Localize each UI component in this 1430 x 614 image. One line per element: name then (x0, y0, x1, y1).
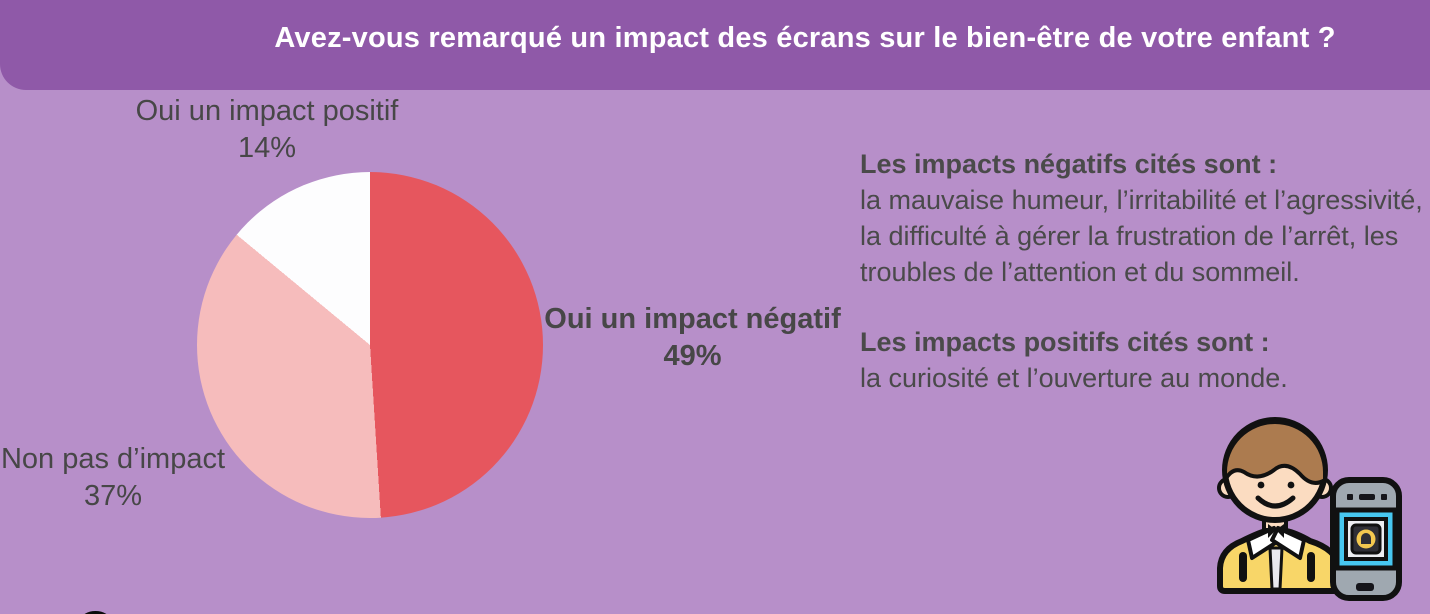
annotations-block: Les impacts négatifs cités sont : la mau… (860, 146, 1430, 396)
cropped-icon-bottom-left (81, 611, 110, 614)
person-hair (1223, 420, 1327, 485)
negative-impacts-line: la difficulté à gérer la frustration de … (860, 221, 1399, 251)
positive-impacts-line: la curiosité et l’ouverture au monde. (860, 363, 1288, 393)
pie-label-positive-text: Oui un impact positif (135, 95, 399, 127)
shirt-crease-right (1307, 552, 1315, 582)
negative-impacts-line: troubles de l’attention et du sommeil. (860, 257, 1300, 287)
shirt-tie (1268, 546, 1284, 591)
negative-impacts-paragraph: Les impacts négatifs cités sont : la mau… (860, 146, 1430, 290)
pie-label-no-impact-text: Non pas d’impact (0, 443, 226, 475)
pie-label-negative-value: 49% (663, 340, 722, 372)
positive-impacts-heading: Les impacts positifs cités sont : (860, 327, 1270, 357)
pie-label-no-impact-value: 37% (83, 480, 143, 512)
negative-impacts-line: la mauvaise humeur, l’irritabilité et l’… (860, 185, 1423, 215)
parent-with-smartphone-illustration (1217, 417, 1402, 601)
header-band (0, 0, 1430, 90)
pie-label-positive-value: 14% (237, 132, 297, 164)
pie-label-negative-text: Oui un impact négatif (544, 303, 841, 335)
shirt-collar-right (1270, 526, 1306, 560)
positive-impacts-paragraph: Les impacts positifs cités sont : la cur… (860, 324, 1430, 396)
pie-label-no-impact: Non pas d’impact 37% (0, 441, 226, 515)
smartphone-icon (1330, 477, 1402, 601)
pie-label-positive: Oui un impact positif 14% (107, 93, 427, 167)
person-smile (1255, 495, 1296, 509)
shirt-crease-left (1239, 552, 1247, 582)
person-eye-right (1287, 481, 1295, 489)
pie-label-negative: Oui un impact négatif 49% (535, 301, 850, 375)
negative-impacts-heading: Les impacts négatifs cités sont : (860, 149, 1278, 179)
person-eye-left (1257, 481, 1265, 489)
collar-bow (1268, 524, 1284, 538)
pie-chart (197, 172, 543, 518)
page-title: Avez-vous remarqué un impact des écrans … (274, 22, 1336, 54)
